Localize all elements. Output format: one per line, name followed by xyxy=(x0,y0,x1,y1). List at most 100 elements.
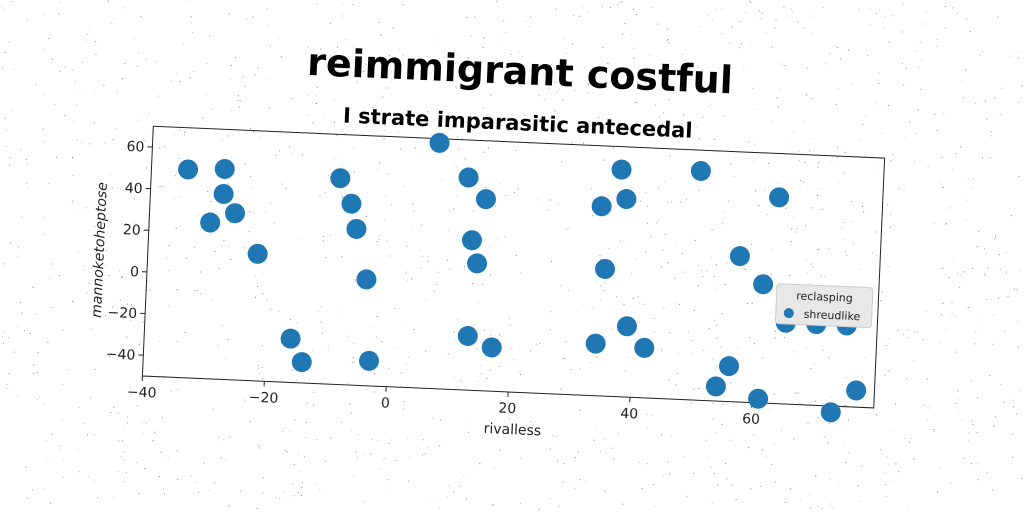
noise-speck xyxy=(21,312,23,314)
noise-speck xyxy=(363,453,365,455)
noise-speck xyxy=(133,198,135,200)
noise-speck xyxy=(59,448,61,450)
noise-speck xyxy=(453,491,455,493)
noise-speck xyxy=(671,201,673,203)
noise-speck xyxy=(168,270,170,271)
noise-speck xyxy=(520,272,522,274)
noise-speck xyxy=(261,345,263,347)
noise-speck xyxy=(890,160,892,162)
noise-speck xyxy=(927,167,929,168)
noise-speck xyxy=(178,158,180,159)
noise-speck xyxy=(646,463,648,465)
noise-speck xyxy=(797,21,799,23)
noise-speck xyxy=(926,310,928,312)
noise-speck xyxy=(920,88,922,90)
noise-speck xyxy=(600,299,602,301)
noise-speck xyxy=(482,107,484,109)
noise-speck xyxy=(1017,346,1019,348)
noise-speck xyxy=(921,60,923,61)
scatter-point xyxy=(280,328,301,349)
noise-speck xyxy=(904,437,906,439)
noise-speck xyxy=(759,18,761,20)
noise-speck xyxy=(8,337,10,339)
noise-speck xyxy=(513,359,515,361)
noise-speck xyxy=(823,436,825,438)
noise-speck xyxy=(381,341,383,343)
noise-speck xyxy=(562,99,564,101)
noise-speck xyxy=(1005,252,1007,254)
noise-speck xyxy=(555,82,557,83)
noise-speck xyxy=(646,427,648,429)
noise-speck xyxy=(374,121,376,123)
noise-speck xyxy=(89,143,91,145)
noise-speck xyxy=(81,61,83,63)
noise-speck xyxy=(250,175,252,177)
noise-speck xyxy=(275,154,277,156)
noise-speck xyxy=(859,140,861,142)
noise-speck xyxy=(374,373,376,375)
noise-speck xyxy=(941,156,943,158)
noise-speck xyxy=(81,141,82,143)
x-tick-label: −20 xyxy=(248,390,278,407)
noise-speck xyxy=(520,374,521,376)
noise-speck xyxy=(328,174,329,176)
noise-speck xyxy=(436,284,438,286)
noise-speck xyxy=(403,401,405,403)
noise-speck xyxy=(38,396,40,398)
noise-speck xyxy=(521,56,523,58)
noise-speck xyxy=(384,125,386,127)
noise-speck xyxy=(633,47,635,49)
noise-speck xyxy=(117,91,118,92)
noise-speck xyxy=(599,254,601,256)
noise-speck xyxy=(552,435,554,437)
noise-speck xyxy=(640,200,642,202)
noise-speck xyxy=(918,66,920,68)
noise-speck xyxy=(595,430,597,432)
noise-speck xyxy=(217,344,219,346)
noise-speck xyxy=(342,196,343,198)
noise-speck xyxy=(716,264,717,266)
noise-speck xyxy=(314,483,316,485)
noise-speck xyxy=(810,507,812,509)
noise-speck xyxy=(830,503,832,505)
noise-speck xyxy=(363,71,365,72)
noise-speck xyxy=(501,142,503,144)
noise-speck xyxy=(295,322,297,324)
noise-speck xyxy=(482,338,484,340)
noise-speck xyxy=(877,352,879,354)
noise-speck xyxy=(21,216,23,218)
noise-speck xyxy=(716,324,718,326)
noise-speck xyxy=(909,121,911,123)
noise-speck xyxy=(608,248,610,250)
noise-speck xyxy=(753,161,755,163)
noise-speck xyxy=(600,285,602,287)
noise-speck xyxy=(286,132,288,134)
noise-speck xyxy=(453,377,455,379)
noise-speck xyxy=(903,84,905,86)
noise-speck xyxy=(852,220,854,222)
noise-speck xyxy=(991,135,993,137)
noise-speck xyxy=(388,442,390,444)
noise-speck xyxy=(43,94,45,96)
noise-speck xyxy=(646,222,648,224)
noise-speck xyxy=(745,12,747,14)
noise-speck xyxy=(884,374,886,376)
noise-speck xyxy=(617,433,619,435)
noise-speck xyxy=(51,307,52,308)
noise-speck xyxy=(945,328,947,330)
noise-speck xyxy=(863,211,865,213)
noise-speck xyxy=(134,311,136,313)
noise-speck xyxy=(114,312,115,314)
noise-speck xyxy=(970,187,972,189)
noise-speck xyxy=(978,319,980,321)
noise-speck xyxy=(485,114,487,116)
noise-speck xyxy=(324,192,326,194)
noise-speck xyxy=(515,150,517,152)
noise-speck xyxy=(684,271,686,273)
noise-speck xyxy=(773,393,775,395)
scatter-point xyxy=(616,189,637,210)
noise-speck xyxy=(879,9,881,11)
noise-speck xyxy=(992,343,994,345)
noise-speck xyxy=(738,47,740,49)
noise-speck xyxy=(791,8,792,10)
